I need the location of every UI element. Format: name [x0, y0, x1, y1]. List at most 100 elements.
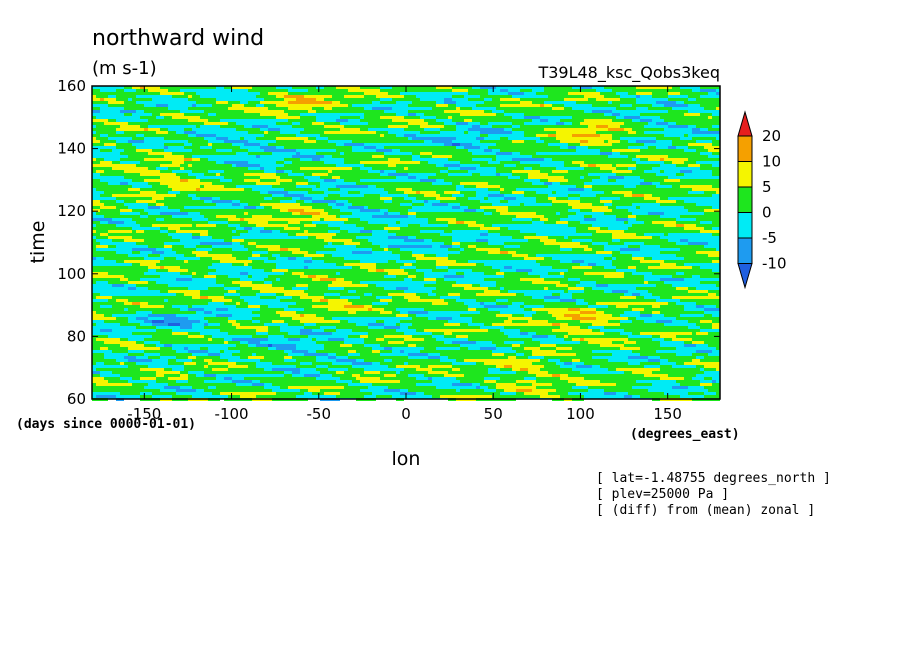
field-cell	[420, 167, 424, 170]
field-cell	[232, 140, 236, 143]
field-cell	[524, 101, 528, 104]
field-cell	[572, 149, 576, 152]
field-cell	[108, 149, 112, 152]
field-cell	[372, 209, 376, 212]
field-cell	[220, 110, 224, 113]
field-cell	[480, 155, 484, 158]
field-cell	[176, 212, 180, 215]
field-cell	[372, 113, 376, 116]
field-cell	[240, 200, 244, 203]
field-cell	[604, 149, 608, 152]
field-cell	[548, 107, 552, 110]
field-cell	[648, 179, 652, 182]
field-cell	[272, 89, 276, 92]
field-cell	[328, 146, 332, 149]
field-cell	[196, 95, 200, 98]
field-cell	[632, 131, 636, 134]
field-cell	[644, 158, 648, 161]
field-cell	[548, 134, 552, 137]
field-cell	[444, 212, 448, 215]
field-cell	[412, 164, 416, 167]
field-cell	[236, 173, 240, 176]
field-cell	[380, 170, 384, 173]
field-cell	[708, 137, 712, 140]
field-cell	[336, 218, 340, 221]
field-cell	[696, 155, 700, 158]
field-cell	[416, 164, 420, 167]
field-cell	[136, 128, 140, 131]
field-cell	[628, 119, 632, 122]
field-cell	[216, 212, 220, 215]
field-cell	[516, 206, 520, 209]
field-cell	[440, 197, 444, 200]
field-cell	[292, 104, 296, 107]
field-cell	[552, 170, 556, 173]
field-cell	[164, 119, 168, 122]
field-cell	[372, 122, 376, 125]
field-cell	[636, 185, 640, 188]
field-cell	[424, 212, 428, 215]
field-cell	[352, 218, 356, 221]
field-cell	[192, 137, 196, 140]
field-cell	[184, 203, 188, 206]
field-cell	[632, 194, 636, 197]
field-cell	[664, 218, 668, 221]
field-cell	[332, 218, 336, 221]
field-cell	[512, 143, 516, 146]
field-cell	[368, 182, 372, 185]
field-cell	[256, 179, 260, 182]
field-cell	[656, 101, 660, 104]
field-cell	[448, 89, 452, 92]
field-cell	[100, 131, 104, 134]
field-cell	[300, 194, 304, 197]
field-cell	[164, 176, 168, 179]
field-cell	[148, 131, 152, 134]
field-cell	[676, 140, 680, 143]
field-cell	[464, 167, 468, 170]
field-cell	[352, 152, 356, 155]
field-cell	[360, 137, 364, 140]
field-cell	[368, 203, 372, 206]
field-cell	[376, 95, 380, 98]
field-cell	[148, 188, 152, 191]
field-cell	[360, 197, 364, 200]
field-cell	[668, 146, 672, 149]
field-cell	[168, 89, 172, 92]
field-cell	[340, 197, 344, 200]
field-cell	[308, 116, 312, 119]
field-cell	[172, 164, 176, 167]
field-cell	[476, 110, 480, 113]
field-cell	[328, 164, 332, 167]
field-cell	[196, 119, 200, 122]
field-cell	[128, 104, 132, 107]
field-cell	[564, 179, 568, 182]
field-cell	[152, 92, 156, 95]
field-cell	[392, 134, 396, 137]
field-cell	[288, 143, 292, 146]
field-cell	[568, 149, 572, 152]
field-cell	[532, 98, 536, 101]
field-cell	[100, 182, 104, 185]
field-cell	[348, 104, 352, 107]
field-cell	[556, 89, 560, 92]
field-cell	[632, 101, 636, 104]
field-cell	[196, 143, 200, 146]
field-cell	[484, 209, 488, 212]
field-cell	[620, 122, 624, 125]
field-cell	[360, 131, 364, 134]
field-cell	[256, 131, 260, 134]
field-cell	[224, 188, 228, 191]
field-cell	[392, 200, 396, 203]
field-cell	[392, 140, 396, 143]
field-cell	[436, 215, 440, 218]
field-cell	[396, 98, 400, 101]
field-cell	[176, 203, 180, 206]
field-cell	[396, 95, 400, 98]
field-cell	[704, 185, 708, 188]
field-cell	[116, 212, 120, 215]
field-cell	[320, 122, 324, 125]
field-cell	[164, 113, 168, 116]
field-cell	[524, 143, 528, 146]
field-cell	[536, 176, 540, 179]
